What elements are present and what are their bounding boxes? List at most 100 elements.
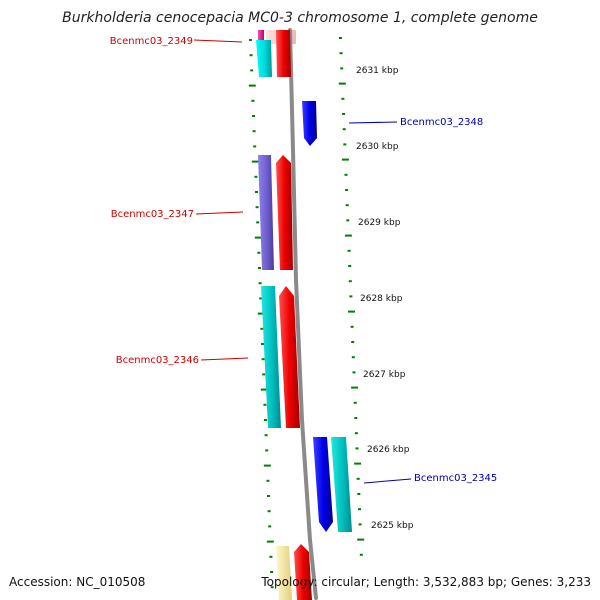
ruler-major-tick <box>338 82 346 85</box>
feature-purple-2347 <box>258 155 274 270</box>
gene-label-2348[interactable]: Bcenmc03_2348 <box>400 117 483 128</box>
scale-label-2630: 2630 kbp <box>356 142 399 152</box>
ruler-minor-tick <box>358 508 361 511</box>
ruler-minor-tick <box>356 477 360 480</box>
ruler-minor-tick <box>269 555 273 558</box>
ruler-minor-tick <box>345 204 349 207</box>
ruler-minor-tick <box>251 99 255 102</box>
ruler-major-tick <box>266 540 274 543</box>
feature-yellow <box>276 546 292 600</box>
ruler-minor-tick <box>352 371 356 374</box>
ruler-minor-tick <box>359 553 363 556</box>
gene-label-2346[interactable]: Bcenmc03_2346 <box>116 355 199 366</box>
ruler-major-tick <box>341 158 349 161</box>
ruler-minor-tick <box>256 221 260 224</box>
ruler-minor-tick <box>348 280 352 283</box>
ruler-major-tick <box>260 388 268 391</box>
ruler-minor-tick <box>357 493 361 495</box>
leader-2349 <box>193 39 243 43</box>
ruler-minor-tick <box>354 417 358 419</box>
leader-2348 <box>348 121 398 124</box>
ruler-minor-tick <box>249 39 252 41</box>
ruler-minor-tick <box>255 206 259 209</box>
feature-group-2347 <box>258 155 293 270</box>
ruler-minor-tick <box>340 67 344 70</box>
ruler-major-tick <box>248 84 256 87</box>
scale-label-2625: 2625 kbp <box>371 521 414 531</box>
feature-red-2346 <box>279 286 300 428</box>
leader-2346 <box>200 357 249 361</box>
left-ruler <box>248 39 274 589</box>
gene-label-2349[interactable]: Bcenmc03_2349 <box>110 36 193 47</box>
ruler-minor-tick <box>346 219 350 222</box>
ruler-minor-tick <box>252 130 256 133</box>
ruler-minor-tick <box>249 54 253 57</box>
ruler-minor-tick <box>267 510 271 513</box>
leader-2345 <box>363 478 412 484</box>
feature-red-bottom <box>294 544 312 600</box>
ruler-minor-tick <box>267 495 270 497</box>
ruler-minor-tick <box>261 343 264 345</box>
ruler-minor-tick <box>266 479 270 482</box>
topology-label: Topology: circular; Length: 3,532,883 bp… <box>261 575 591 589</box>
ruler-minor-tick <box>264 434 268 437</box>
ruler-minor-tick <box>343 143 347 146</box>
ruler-minor-tick <box>254 175 258 178</box>
feature-teal-2345 <box>331 437 352 532</box>
ruler-major-tick <box>254 236 262 239</box>
feature-group-2349 <box>256 30 291 77</box>
feature-magenta <box>258 30 264 40</box>
ruler-minor-tick <box>260 327 264 330</box>
feature-red-2349 <box>276 30 291 77</box>
scale-label-2629: 2629 kbp <box>358 218 401 228</box>
ruler-minor-tick <box>351 341 355 343</box>
ruler-major-tick <box>257 312 265 315</box>
ruler-minor-tick <box>344 173 348 176</box>
ruler-minor-tick <box>268 525 272 528</box>
right-ruler <box>338 37 365 556</box>
ruler-major-tick <box>348 310 355 313</box>
ruler-minor-tick <box>258 282 262 285</box>
ruler-minor-tick <box>347 249 351 252</box>
ruler-minor-tick <box>257 251 261 254</box>
scale-labels: 2631 kbp 2630 kbp 2629 kbp 2628 kbp 2627… <box>356 66 414 531</box>
ruler-minor-tick <box>265 449 269 452</box>
feature-cyan-2349 <box>256 40 272 77</box>
feature-teal-2346 <box>261 286 281 428</box>
accession-label: Accession: NC_010508 <box>9 575 146 589</box>
ruler-major-tick <box>354 462 362 465</box>
ruler-major-tick <box>357 538 365 541</box>
scale-label-2626: 2626 kbp <box>367 445 410 455</box>
feature-group-2345 <box>313 437 352 532</box>
ruler-minor-tick <box>358 523 362 526</box>
gene-label-2345[interactable]: Bcenmc03_2345 <box>414 473 497 484</box>
ruler-minor-tick <box>255 191 258 193</box>
ruler-minor-tick <box>345 189 349 191</box>
ruler-minor-tick <box>261 358 265 361</box>
ruler-minor-tick <box>349 295 353 298</box>
ruler-major-tick <box>263 464 271 467</box>
ruler-major-tick <box>251 160 259 163</box>
ruler-minor-tick <box>350 325 354 328</box>
ruler-minor-tick <box>342 128 346 131</box>
ruler-minor-tick <box>341 97 345 100</box>
genome-backbone <box>288 28 318 600</box>
scale-label-2631: 2631 kbp <box>356 66 399 76</box>
leader-2347 <box>195 211 244 215</box>
ruler-minor-tick <box>342 113 346 115</box>
ruler-minor-tick <box>263 403 267 406</box>
ruler-minor-tick <box>253 145 257 148</box>
ruler-minor-tick <box>270 571 274 573</box>
ruler-minor-tick <box>262 373 266 376</box>
ruler-minor-tick <box>354 432 358 435</box>
ruler-minor-tick <box>348 265 352 267</box>
ruler-minor-tick <box>259 297 263 300</box>
ruler-minor-tick <box>250 69 254 72</box>
feature-red-2347 <box>276 155 293 270</box>
feature-group-2346 <box>261 286 300 428</box>
ruler-major-tick <box>351 386 359 389</box>
map-title: Burkholderia cenocepacia MC0-3 chromosom… <box>62 10 538 26</box>
gene-label-2347[interactable]: Bcenmc03_2347 <box>111 209 194 220</box>
ruler-minor-tick <box>258 267 261 269</box>
